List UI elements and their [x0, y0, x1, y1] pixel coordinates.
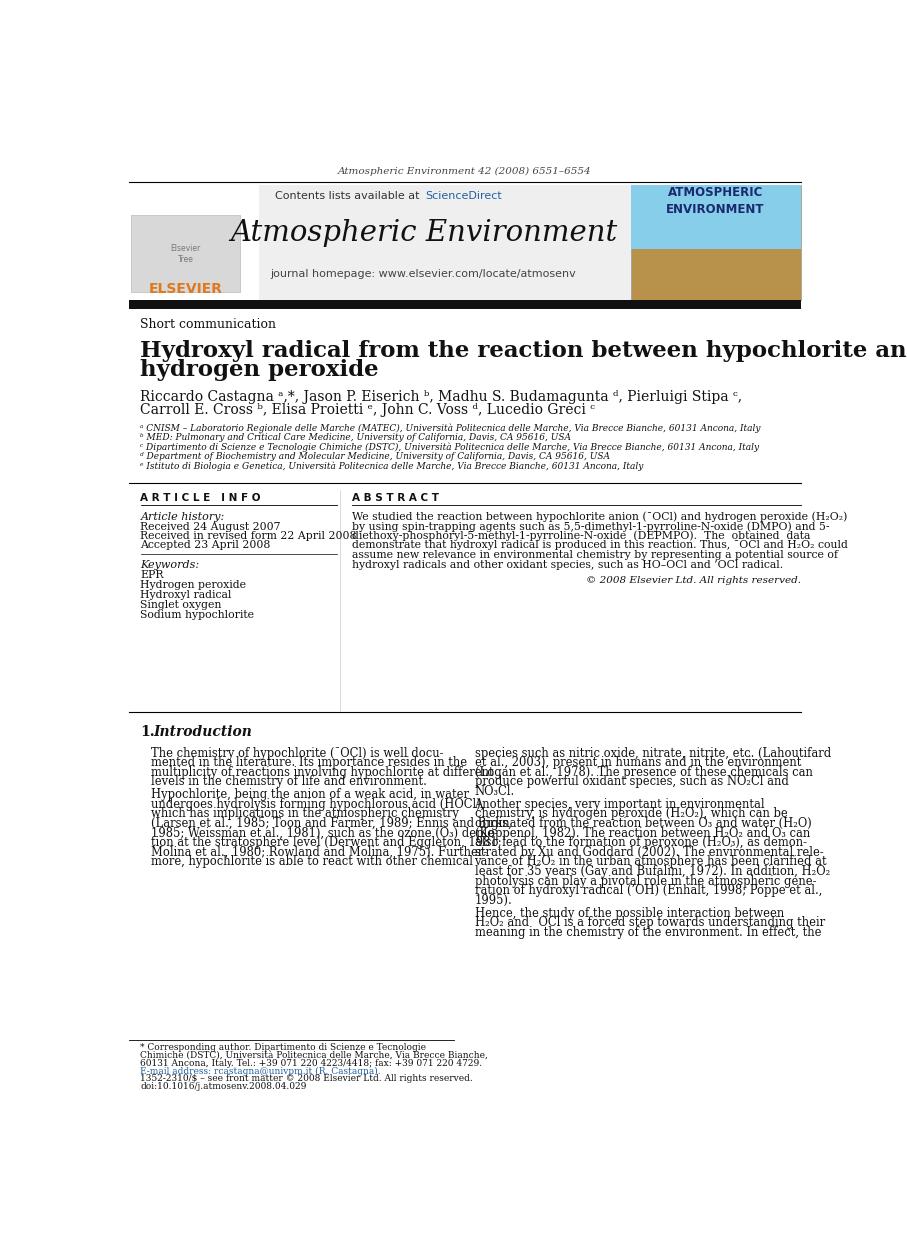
Text: Another species, very important in environmental: Another species, very important in envir…	[474, 797, 766, 811]
Text: Hence, the study of the possible interaction between: Hence, the study of the possible interac…	[474, 906, 784, 920]
Text: Hydroxyl radical from the reaction between hypochlorite and: Hydroxyl radical from the reaction betwe…	[141, 340, 907, 361]
FancyBboxPatch shape	[129, 301, 801, 310]
Text: originated from the reaction between O₃ and water (H₂O): originated from the reaction between O₃ …	[474, 817, 811, 829]
Text: 1995).: 1995).	[474, 894, 512, 907]
Text: least for 35 years (Gay and Bufalini, 1972). In addition, H₂O₂: least for 35 years (Gay and Bufalini, 19…	[474, 865, 830, 878]
Text: Short communication: Short communication	[141, 318, 277, 331]
Text: Chimiche (DSTC), Università Politecnica delle Marche, Via Brecce Bianche,: Chimiche (DSTC), Università Politecnica …	[141, 1051, 488, 1060]
Text: Accepted 23 April 2008: Accepted 23 April 2008	[141, 540, 271, 550]
Text: meaning in the chemistry of the environment. In effect, the: meaning in the chemistry of the environm…	[474, 926, 821, 938]
Text: also lead to the formation of peroxone (H₂O₃), as demon-: also lead to the formation of peroxone (…	[474, 836, 806, 849]
Text: Atmospheric Environment: Atmospheric Environment	[229, 219, 617, 248]
Text: ᵉ Istituto di Biologia e Genetica, Università Politecnica delle Marche, Via Brec: ᵉ Istituto di Biologia e Genetica, Unive…	[141, 462, 644, 472]
Text: ᵇ MED: Pulmonary and Critical Care Medicine, University of California, Davis, CA: ᵇ MED: Pulmonary and Critical Care Medic…	[141, 433, 571, 442]
Text: demonstrate that hydroxyl radical is produced in this reaction. Thus, ¯OCl and H: demonstrate that hydroxyl radical is pro…	[352, 541, 848, 551]
Text: (Koppenol, 1982). The reaction between H₂O₂ and O₃ can: (Koppenol, 1982). The reaction between H…	[474, 827, 810, 839]
Text: species such as nitric oxide, nitrate, nitrite, etc. (Lahoutifard: species such as nitric oxide, nitrate, n…	[474, 747, 831, 759]
Text: Molina et al., 1980; Rowland and Molina, 1975). Further-: Molina et al., 1980; Rowland and Molina,…	[151, 846, 488, 859]
Text: ᶜ Dipartimento di Scienze e Tecnologie Chimiche (DSTC), Università Politecnica d: ᶜ Dipartimento di Scienze e Tecnologie C…	[141, 442, 760, 452]
FancyBboxPatch shape	[631, 184, 801, 301]
Text: Received in revised form 22 April 2008: Received in revised form 22 April 2008	[141, 531, 357, 541]
Text: more, hypochlorite is able to react with other chemical: more, hypochlorite is able to react with…	[151, 855, 473, 869]
Text: Hypochlorite, being the anion of a weak acid, in water: Hypochlorite, being the anion of a weak …	[151, 789, 469, 801]
Text: E-mail address: rcastagna@univpm.it (R. Castagna).: E-mail address: rcastagna@univpm.it (R. …	[141, 1066, 381, 1076]
Text: doi:10.1016/j.atmosenv.2008.04.029: doi:10.1016/j.atmosenv.2008.04.029	[141, 1082, 307, 1091]
Text: Contents lists available at: Contents lists available at	[276, 192, 424, 202]
Text: levels in the chemistry of life and environment.: levels in the chemistry of life and envi…	[151, 775, 427, 789]
FancyBboxPatch shape	[631, 184, 801, 249]
Text: ᵃ CNISM – Laboratorio Regionale delle Marche (MATEC), Università Politecnica del: ᵃ CNISM – Laboratorio Regionale delle Ma…	[141, 423, 761, 433]
Text: by using spin-trapping agents such as 5,5-dimethyl-1-pyrroline-N-oxide (DMPO) an: by using spin-trapping agents such as 5,…	[352, 521, 830, 531]
Text: Elsevier
Tree: Elsevier Tree	[171, 244, 200, 264]
Text: Singlet oxygen: Singlet oxygen	[141, 600, 222, 610]
Text: Keywords:: Keywords:	[141, 560, 200, 571]
Text: ration of hydroxyl radical (’OH) (Enhalt, 1998; Poppe et al.,: ration of hydroxyl radical (’OH) (Enhalt…	[474, 884, 822, 898]
Text: * Corresponding author. Dipartimento di Scienze e Tecnologie: * Corresponding author. Dipartimento di …	[141, 1044, 426, 1052]
Text: tion at the stratosphere level (Derwent and Eggleton, 1981;: tion at the stratosphere level (Derwent …	[151, 836, 502, 849]
Text: Hydroxyl radical: Hydroxyl radical	[141, 591, 232, 600]
FancyBboxPatch shape	[129, 184, 259, 301]
Text: undergoes hydrolysis forming hypochlorous acid (HOCl),: undergoes hydrolysis forming hypochlorou…	[151, 797, 484, 811]
Text: © 2008 Elsevier Ltd. All rights reserved.: © 2008 Elsevier Ltd. All rights reserved…	[586, 576, 801, 586]
Text: ᵈ Department of Biochemistry and Molecular Medicine, University of California, D: ᵈ Department of Biochemistry and Molecul…	[141, 452, 610, 462]
Text: hydrogen peroxide: hydrogen peroxide	[141, 359, 379, 380]
Text: 1.: 1.	[141, 725, 155, 739]
FancyBboxPatch shape	[132, 214, 239, 292]
Text: mented in the literature. Its importance resides in the: mented in the literature. Its importance…	[151, 756, 467, 769]
Text: H₂O₂ and ¯OCl is a forced step towards understanding their: H₂O₂ and ¯OCl is a forced step towards u…	[474, 916, 824, 930]
Text: journal homepage: www.elsevier.com/locate/atmosenv: journal homepage: www.elsevier.com/locat…	[270, 269, 576, 279]
Text: Hydrogen peroxide: Hydrogen peroxide	[141, 581, 247, 591]
Text: 1985; Weissman et al., 1981), such as the ozone (O₃) deple-: 1985; Weissman et al., 1981), such as th…	[151, 827, 498, 839]
Text: hydroxyl radicals and other oxidant species, such as HO–OCl and ’OCl radical.: hydroxyl radicals and other oxidant spec…	[352, 560, 784, 569]
Text: EPR: EPR	[141, 571, 164, 581]
Text: Carroll E. Cross ᵇ, Elisa Proietti ᵉ, John C. Voss ᵈ, Lucedio Greci ᶜ: Carroll E. Cross ᵇ, Elisa Proietti ᵉ, Jo…	[141, 404, 596, 417]
Text: (Larsen et al., 1985; Toon and Farmer, 1989; Ennis and Birks,: (Larsen et al., 1985; Toon and Farmer, 1…	[151, 817, 512, 829]
Text: Introduction: Introduction	[153, 725, 252, 739]
Text: multiplicity of reactions involving hypochlorite at different: multiplicity of reactions involving hypo…	[151, 766, 494, 779]
FancyBboxPatch shape	[129, 184, 801, 301]
Text: assume new relevance in environmental chemistry by representing a potential sour: assume new relevance in environmental ch…	[352, 550, 838, 560]
Text: The chemistry of hypochlorite (¯OCl) is well docu-: The chemistry of hypochlorite (¯OCl) is …	[151, 747, 444, 759]
Text: 60131 Ancona, Italy. Tel.: +39 071 220 4223/4418; fax: +39 071 220 4729.: 60131 Ancona, Italy. Tel.: +39 071 220 4…	[141, 1058, 483, 1068]
Text: We studied the reaction between hypochlorite anion (¯OCl) and hydrogen peroxide : We studied the reaction between hypochlo…	[352, 511, 847, 522]
Text: (Logan et al., 1978). The presence of these chemicals can: (Logan et al., 1978). The presence of th…	[474, 766, 813, 779]
Text: et al., 2003), present in humans and in the environment: et al., 2003), present in humans and in …	[474, 756, 801, 769]
Text: Riccardo Castagna ᵃ,*, Jason P. Eiserich ᵇ, Madhu S. Budamagunta ᵈ, Pierluigi St: Riccardo Castagna ᵃ,*, Jason P. Eiserich…	[141, 390, 743, 405]
Text: ELSEVIER: ELSEVIER	[149, 282, 222, 296]
Text: ATMOSPHERIC
ENVIRONMENT: ATMOSPHERIC ENVIRONMENT	[667, 186, 765, 215]
Text: Sodium hypochlorite: Sodium hypochlorite	[141, 610, 255, 620]
Text: photolysis can play a pivotal role in the atmospheric gene-: photolysis can play a pivotal role in th…	[474, 875, 816, 888]
Text: produce powerful oxidant species, such as NO₂Cl and: produce powerful oxidant species, such a…	[474, 775, 788, 789]
Text: strated by Xu and Goddard (2002). The environmental rele-: strated by Xu and Goddard (2002). The en…	[474, 846, 824, 859]
Text: A R T I C L E   I N F O: A R T I C L E I N F O	[141, 493, 261, 503]
Text: Atmospheric Environment 42 (2008) 6551–6554: Atmospheric Environment 42 (2008) 6551–6…	[337, 167, 591, 176]
Text: 1352-2310/$ – see front matter © 2008 Elsevier Ltd. All rights reserved.: 1352-2310/$ – see front matter © 2008 El…	[141, 1075, 473, 1083]
Text: vance of H₂O₂ in the urban atmosphere has been clarified at: vance of H₂O₂ in the urban atmosphere ha…	[474, 855, 827, 869]
Text: Received 24 August 2007: Received 24 August 2007	[141, 521, 281, 531]
Text: which has implications in the atmospheric chemistry: which has implications in the atmospheri…	[151, 807, 459, 821]
Text: ScienceDirect: ScienceDirect	[424, 192, 502, 202]
Text: A B S T R A C T: A B S T R A C T	[352, 493, 439, 503]
Text: Article history:: Article history:	[141, 511, 225, 521]
Text: chemistry, is hydrogen peroxide (H₂O₂), which can be: chemistry, is hydrogen peroxide (H₂O₂), …	[474, 807, 787, 821]
Text: diethoxy-phosphoryl-5-methyl-1-pyrroline-N-oxide  (DEPMPO).  The  obtained  data: diethoxy-phosphoryl-5-methyl-1-pyrroline…	[352, 531, 811, 541]
Text: NO₃Cl.: NO₃Cl.	[474, 785, 515, 799]
